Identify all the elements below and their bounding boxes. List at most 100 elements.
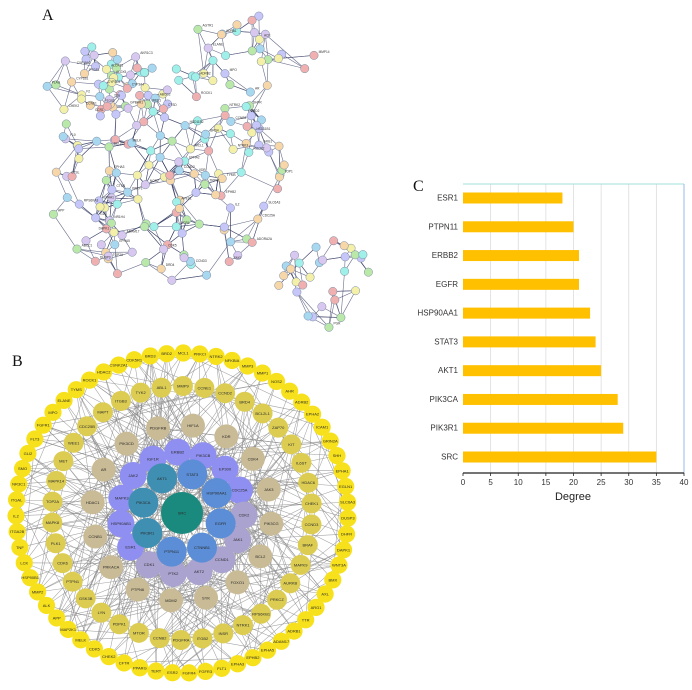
- network-b-node: [37, 596, 56, 615]
- bar-hsp90aa1: [463, 307, 591, 319]
- network-b-node-label: HDAC1: [86, 500, 100, 505]
- network-b-node: [145, 416, 170, 441]
- network-a-node-label: CCNE1: [86, 102, 97, 106]
- network-a-node-label: PGR: [334, 322, 342, 326]
- network-b-node: [316, 585, 334, 603]
- network-a-edge: [206, 241, 231, 276]
- network-a-edge: [46, 86, 65, 110]
- network-b-node: [234, 391, 255, 412]
- network-b-edge: [37, 546, 131, 593]
- network-b-node-label: EP300: [219, 467, 232, 472]
- network-b-edge: [188, 502, 348, 674]
- network-b-node-label: EPHA5: [261, 648, 275, 653]
- network-a-node-label: EPHA2: [189, 155, 200, 159]
- network-a-node: [123, 187, 133, 197]
- network-b-node: [333, 462, 351, 480]
- network-a-node: [167, 275, 177, 285]
- network-b-node-label: MCL1: [178, 351, 189, 356]
- network-a-edge: [65, 60, 96, 67]
- network-b-node: [256, 477, 281, 502]
- network-a-node: [192, 92, 201, 102]
- network-b-node-label: INSR: [219, 631, 229, 636]
- network-b-node-label: NOS2: [271, 379, 283, 384]
- network-a-node: [95, 92, 105, 101]
- network-a-node-label: AGTR1: [203, 24, 214, 28]
- network-a-node: [303, 311, 313, 321]
- network-b-node-label: GRIN2A: [323, 439, 338, 444]
- network-a-node: [305, 272, 315, 282]
- category-label: ERBB2: [432, 251, 459, 260]
- category-label: AKT1: [438, 366, 459, 375]
- network-a-edge: [250, 85, 268, 116]
- network-b-node-label: MDM2: [165, 598, 178, 603]
- network-a-node: [220, 69, 230, 79]
- network-a-node: [61, 119, 71, 129]
- network-b-node: [201, 478, 232, 508]
- network-a-node: [131, 52, 141, 62]
- bar-pik3r1: [463, 422, 624, 434]
- network-a-node-label: CYP3A4: [132, 83, 144, 87]
- network-b-edge: [204, 387, 347, 535]
- network-b-node: [330, 556, 348, 574]
- network-a-node: [328, 287, 338, 296]
- network-b-node-label: SHH: [333, 453, 342, 458]
- network-b-edge: [223, 489, 269, 634]
- network-b-node: [233, 615, 254, 636]
- network-b-node-label: ROCK1: [83, 378, 98, 383]
- network-b-node-label: LYN: [98, 610, 106, 615]
- category-label: STAT3: [434, 337, 458, 346]
- network-b-node: [147, 463, 177, 494]
- network-a-node: [194, 219, 204, 229]
- network-a-edge: [63, 81, 72, 110]
- network-b: BRD3 BRD2 MCL1 PRKCI NTRK2NFKBIAMMP3MMP1NOS2…: [7, 344, 357, 682]
- network-b-node: [99, 555, 124, 580]
- network-a-node: [232, 20, 242, 30]
- network-b-node: [328, 447, 346, 465]
- network-a-node: [147, 63, 157, 73]
- network-a-node: [107, 78, 117, 87]
- network-a-node-label: TTR: [114, 94, 121, 98]
- network-a-node: [217, 30, 226, 40]
- network-b-node: [159, 588, 184, 613]
- network-b-node: [297, 535, 318, 556]
- network-b-edge: [221, 564, 340, 669]
- network-a-edge: [340, 290, 356, 318]
- network-b-edge: [155, 549, 344, 672]
- network-b-node: [55, 391, 73, 410]
- network-b-node-label: SMO: [18, 466, 27, 471]
- chart-category-labels: ESR1 PTPN11 ERBB2 EGFR HSP90AA1 STAT3 AKT1 PIK3…: [418, 194, 459, 462]
- network-a-node-label: BRD4: [210, 129, 219, 133]
- network-a-node-label: DRD4: [166, 263, 175, 267]
- network-b-node: [268, 417, 289, 438]
- x-axis-label: Degree: [555, 491, 591, 503]
- network-a-node: [95, 202, 105, 212]
- network-a-node: [233, 250, 243, 260]
- network-a-node: [191, 72, 200, 82]
- network-a-node: [59, 104, 69, 114]
- network-b-node: [280, 573, 301, 594]
- network-a-node-label: CHEK2: [69, 104, 80, 108]
- network-a-node: [300, 64, 310, 74]
- network-a-node: [311, 242, 321, 252]
- network-a-node: [247, 237, 257, 247]
- network-b-node-label: PTPN1: [66, 579, 80, 584]
- network-b-node-label: ADAM17: [273, 639, 290, 644]
- network-b-node-label: CCND2: [218, 391, 233, 396]
- network-b-node-label: EPHA2: [306, 412, 320, 417]
- network-a-node: [191, 188, 201, 197]
- network-b-edge: [19, 523, 122, 548]
- network-a-edge: [296, 291, 330, 328]
- network-a-node: [225, 203, 235, 213]
- network-a-node: [127, 138, 137, 148]
- network-a-node: [81, 236, 91, 246]
- network-a-node-label: HSD11B2: [190, 120, 204, 124]
- network-b-node: [77, 416, 98, 437]
- network-a-node: [74, 199, 84, 209]
- network-b-node-label: AXL: [321, 592, 329, 597]
- network-b-node-label: PIK3CG: [264, 521, 279, 526]
- network-b-edge: [134, 359, 205, 389]
- network-b-node: [85, 640, 103, 658]
- network-b-node-label: GLI2: [24, 451, 33, 456]
- category-label: EGFR: [436, 280, 458, 289]
- network-b-node-label: ELANE: [57, 398, 70, 403]
